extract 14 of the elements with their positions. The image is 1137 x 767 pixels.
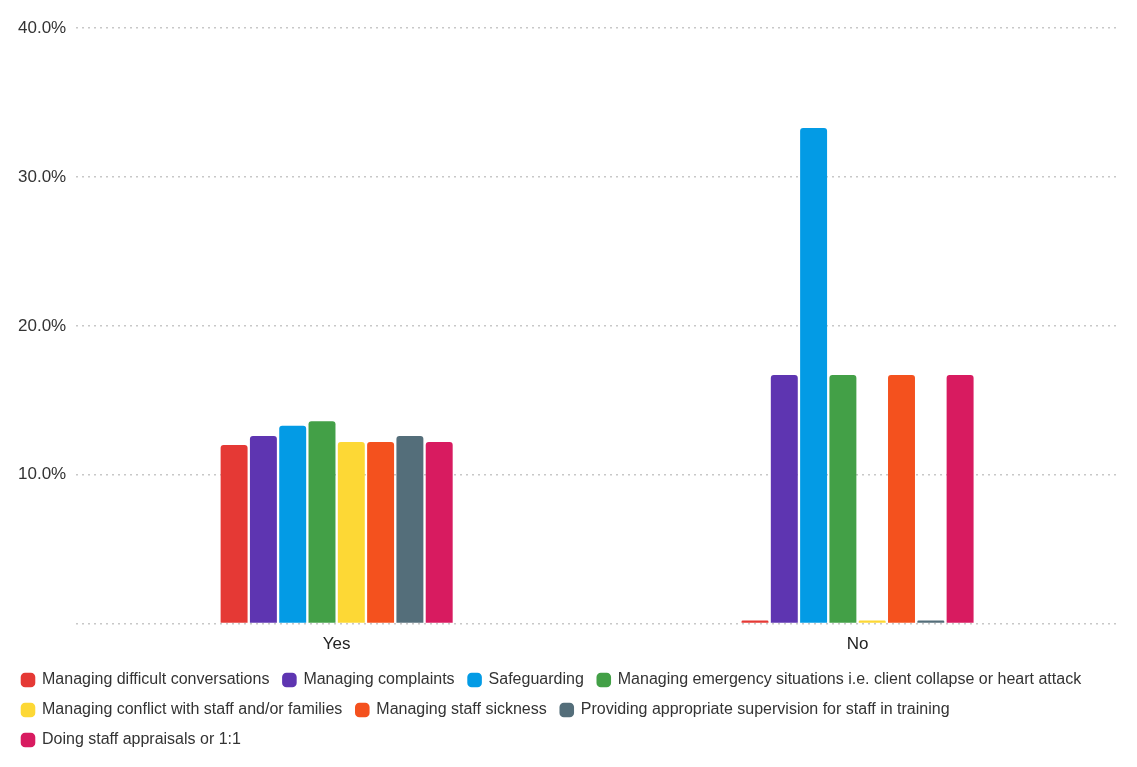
legend-label: Managing emergency situations i.e. client collapse or heart attack (617, 670, 1083, 688)
legend-label: Safeguarding (488, 670, 584, 688)
y-tick-label: 30.0% (18, 166, 67, 186)
y-tick-label: 10.0% (18, 464, 67, 484)
y-tick-label: 20.0% (18, 315, 67, 335)
legend-label: Managing complaints (303, 670, 455, 688)
legend-label: Doing staff appraisals or 1:1 (42, 730, 242, 748)
legend-label: Managing difficult conversations (42, 670, 270, 688)
x-tick-label: No (846, 634, 869, 654)
x-tick-label: Yes (322, 634, 351, 654)
legend-label: Managing conflict with staff and/or families (42, 700, 343, 718)
legend-label: Managing staff sickness (376, 700, 547, 718)
legend-label: Providing appropriate supervision for staff in training (580, 700, 950, 718)
y-tick-label: 40.0% (18, 17, 67, 37)
